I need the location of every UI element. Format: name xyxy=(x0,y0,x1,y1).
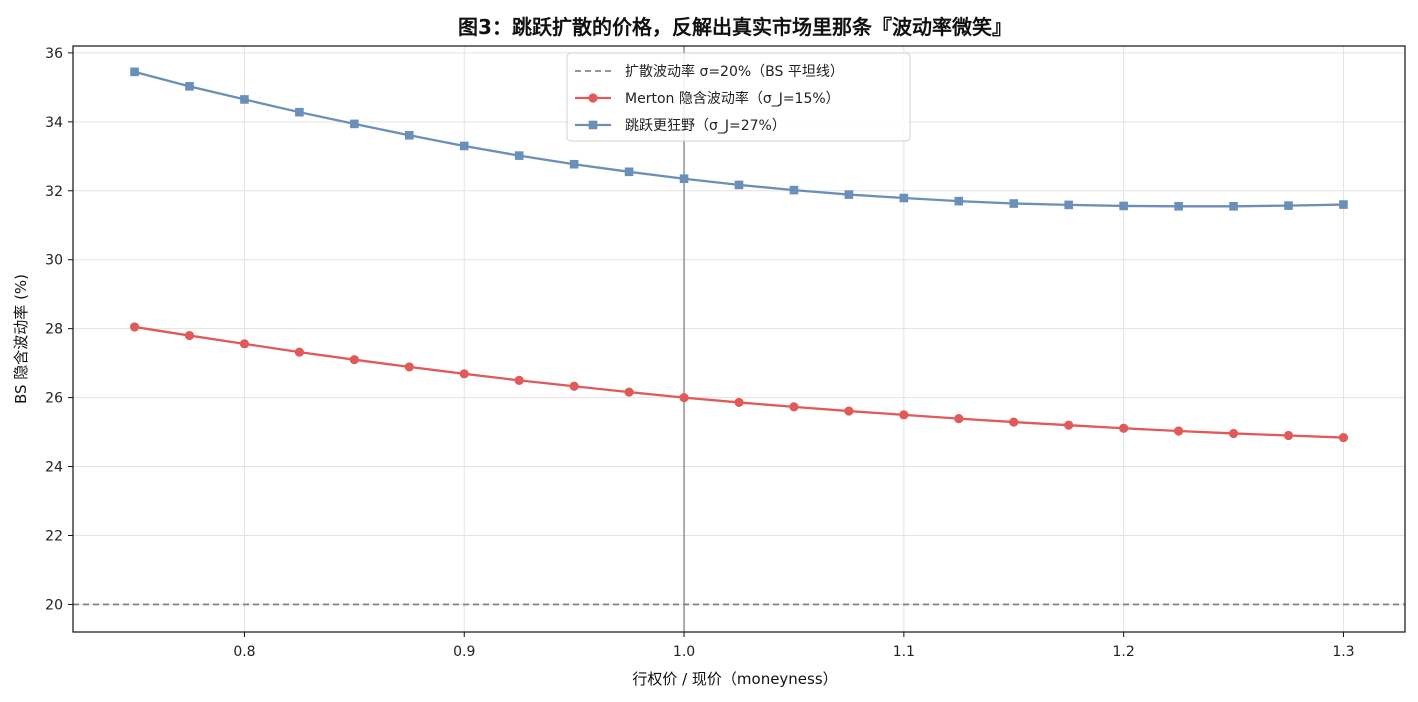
y-tick-label: 20 xyxy=(45,597,63,613)
data-point xyxy=(404,130,414,140)
y-tick-label: 34 xyxy=(45,115,63,131)
y-tick-label: 24 xyxy=(45,460,63,476)
x-tick-label: 0.8 xyxy=(233,644,255,660)
x-axis-ticks: 0.8 0.9 1.0 1.1 1.2 1.3 xyxy=(233,632,1355,660)
data-point xyxy=(1064,420,1074,430)
y-tick-label: 28 xyxy=(45,322,63,338)
data-point xyxy=(624,387,634,397)
data-point xyxy=(295,107,304,117)
data-point xyxy=(899,193,909,203)
data-point xyxy=(954,414,964,424)
data-point xyxy=(844,406,854,416)
data-point xyxy=(899,410,909,420)
legend-label: Merton 隐含波动率（σ_J=15%） xyxy=(625,90,840,107)
data-point xyxy=(1339,200,1348,209)
data-point xyxy=(844,190,854,199)
y-tick-label: 30 xyxy=(45,253,63,269)
legend-entry: 扩散波动率 σ=20%（BS 平坦线） xyxy=(575,63,844,80)
chart-title: 图3：跳跃扩散的价格，反解出真实市场里那条『波动率微笑』 xyxy=(458,15,1012,39)
x-tick-label: 1.3 xyxy=(1332,644,1354,660)
legend-entry: 跳跃更狂野（σ_J=27%） xyxy=(575,118,786,134)
data-point xyxy=(1228,428,1239,439)
data-point xyxy=(459,369,469,379)
y-tick-label: 32 xyxy=(45,184,63,200)
data-point xyxy=(954,196,964,206)
legend-label: 扩散波动率 σ=20%（BS 平坦线） xyxy=(625,63,844,80)
series-layer xyxy=(129,67,1349,443)
legend-box xyxy=(566,52,911,142)
x-tick-label: 1.2 xyxy=(1113,644,1135,660)
series-2 xyxy=(130,67,1348,211)
x-tick-label: 1.1 xyxy=(893,644,915,660)
data-point xyxy=(1009,417,1019,427)
y-tick-label: 26 xyxy=(45,391,63,407)
data-point xyxy=(624,167,634,177)
data-point xyxy=(239,339,250,349)
y-tick-label: 22 xyxy=(45,528,63,544)
data-point xyxy=(734,180,744,190)
legend-marker xyxy=(588,93,598,103)
data-point xyxy=(679,393,689,403)
data-point xyxy=(679,174,689,184)
series-1 xyxy=(129,322,1349,443)
legend-label: 跳跃更狂野（σ_J=27%） xyxy=(625,118,786,134)
legend: 扩散波动率 σ=20%（BS 平坦线） Merton 隐含波动率（σ_J=15%）… xyxy=(566,52,911,142)
plot-frame xyxy=(72,45,1406,633)
data-point xyxy=(514,375,524,385)
x-tick-label: 1.0 xyxy=(673,644,695,660)
data-point xyxy=(1174,426,1184,436)
reference-lines xyxy=(73,46,1405,632)
data-point xyxy=(789,402,799,412)
x-axis-label: 行权价 / 现价（moneyness） xyxy=(632,670,837,688)
data-point xyxy=(1174,201,1183,211)
data-point xyxy=(734,397,744,408)
data-point xyxy=(569,381,579,391)
data-point xyxy=(1283,430,1294,441)
data-point xyxy=(350,119,359,129)
y-axis-label: BS 隐含波动率 (%) xyxy=(12,274,30,404)
data-point xyxy=(459,141,469,151)
data-point xyxy=(294,347,304,357)
data-point xyxy=(1284,201,1293,210)
data-point xyxy=(789,185,799,195)
data-point xyxy=(185,82,194,91)
data-point xyxy=(404,362,414,372)
data-point xyxy=(240,95,249,104)
data-point xyxy=(130,67,139,77)
data-point xyxy=(349,355,359,365)
data-point xyxy=(1064,200,1074,210)
y-axis-ticks: 20 22 24 26 28 30 32 34 36 xyxy=(45,46,73,613)
data-point xyxy=(1338,432,1349,443)
data-point xyxy=(1009,199,1019,208)
data-point xyxy=(1119,423,1129,433)
legend-entry: Merton 隐含波动率（σ_J=15%） xyxy=(575,90,840,107)
data-point xyxy=(1229,201,1238,211)
data-point xyxy=(1119,201,1128,211)
data-point xyxy=(569,159,579,169)
data-point xyxy=(514,151,524,160)
y-tick-label: 36 xyxy=(45,46,63,62)
legend-marker xyxy=(588,120,598,130)
x-tick-label: 0.9 xyxy=(453,644,475,660)
data-point xyxy=(184,330,195,341)
series-line xyxy=(134,325,1344,439)
data-point xyxy=(129,322,140,332)
